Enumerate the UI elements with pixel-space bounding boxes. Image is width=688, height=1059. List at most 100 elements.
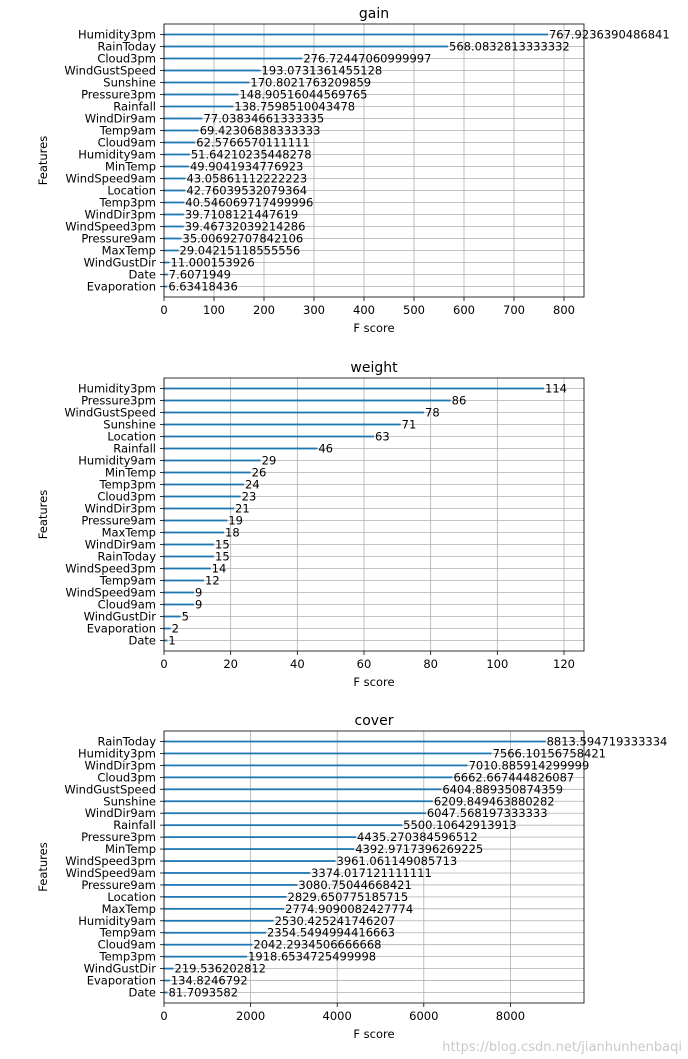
y-tick-label: WindGustSpeed [64, 782, 156, 796]
bar [164, 836, 357, 839]
x-tick-label: 40 [290, 657, 305, 671]
bar [164, 788, 442, 791]
y-tick-label: Humidity3pm [78, 746, 156, 760]
bar [164, 249, 179, 252]
y-tick-label: RainToday [97, 550, 156, 564]
bar [164, 955, 248, 958]
x-tick-label: 4000 [323, 1009, 352, 1023]
data-label: 2 [172, 622, 179, 636]
bar [164, 884, 298, 886]
bar [164, 764, 468, 767]
data-label: 4392.9717396269225 [355, 842, 483, 856]
y-tick-label: Location [107, 430, 156, 444]
y-axis-label: Features [36, 136, 50, 185]
x-tick-label: 600 [453, 303, 475, 317]
x-tick-label: 400 [353, 303, 375, 317]
y-tick-label: Temp9am [99, 926, 156, 940]
y-tick-label: WindGustSpeed [64, 406, 156, 420]
data-label: 12 [205, 574, 220, 588]
y-tick-label: MaxTemp [102, 244, 156, 258]
data-label: 35.00692707842106 [183, 232, 304, 246]
bar [164, 812, 426, 815]
chart-title: cover [355, 713, 394, 729]
y-tick-label: Humidity9am [78, 914, 156, 928]
y-tick-label: Sunshine [103, 418, 156, 432]
bar [164, 895, 287, 898]
y-tick-label: MaxTemp [102, 902, 156, 916]
bar [164, 399, 451, 402]
bar [164, 848, 355, 850]
data-label: 43.05861112222223 [187, 172, 308, 186]
bar [164, 639, 168, 642]
bar [164, 555, 214, 558]
bar [164, 33, 548, 36]
data-label: 9 [195, 598, 202, 612]
y-tick-label: WindDir9am [85, 806, 156, 820]
data-label: 29.04215118555556 [180, 244, 301, 258]
bar [164, 153, 190, 156]
data-label: 193.0731361455128 [262, 64, 383, 78]
data-label: 3080.75044668421 [298, 878, 411, 892]
x-tick-label: 6000 [409, 1009, 438, 1023]
bar [164, 423, 401, 426]
x-tick-label: 100 [486, 657, 508, 671]
y-tick-label: Pressure9am [81, 232, 156, 246]
y-tick-label: WindDir3pm [85, 502, 157, 516]
y-tick-label: Evaporation [87, 974, 156, 988]
bar [164, 177, 186, 180]
y-tick-label: Humidity9am [78, 454, 156, 468]
data-label: 767.9236390486841 [549, 28, 670, 42]
data-label: 2774.9090082427774 [285, 902, 413, 916]
bar [164, 435, 374, 438]
x-tick-label: 200 [253, 303, 275, 317]
y-tick-label: Rainfall [113, 818, 156, 832]
bar [164, 483, 244, 486]
chart-panel-gain: 767.9236390486841 Humidity3pm 568.08328133… [36, 6, 670, 335]
bar [164, 261, 170, 264]
bar [164, 411, 424, 414]
data-label: 134.8246792 [171, 974, 248, 988]
y-tick-label: WindDir9am [85, 538, 156, 552]
data-label: 78 [425, 406, 440, 420]
bar [164, 943, 253, 946]
x-tick-label: 80 [423, 657, 438, 671]
bar [164, 907, 285, 910]
x-tick-label: 8000 [496, 1009, 525, 1023]
bar [164, 105, 234, 108]
y-tick-label: Humidity3pm [78, 28, 156, 42]
chart-title: gain [359, 6, 389, 22]
y-tick-label: Rainfall [113, 100, 156, 114]
bar [164, 627, 171, 630]
data-label: 18 [225, 526, 240, 540]
data-label: 138.7598510043478 [234, 100, 355, 114]
data-label: 219.536202812 [175, 962, 266, 976]
bar [164, 273, 168, 276]
x-axis-label: F score [353, 321, 394, 335]
bar [164, 567, 211, 570]
y-tick-label: Sunshine [103, 76, 156, 90]
bar [164, 979, 170, 982]
y-tick-label: Evaporation [87, 622, 156, 636]
y-tick-label: Date [129, 986, 157, 1000]
bar [164, 603, 194, 606]
data-label: 26 [252, 466, 267, 480]
y-tick-label: Location [107, 184, 156, 198]
y-tick-label: Sunshine [103, 794, 156, 808]
bar [164, 800, 433, 803]
bar [164, 57, 303, 60]
data-label: 2829.650775185715 [288, 890, 409, 904]
bar [164, 967, 174, 970]
y-tick-label: Pressure3pm [81, 88, 156, 102]
data-label: 148.90516044569765 [239, 88, 367, 102]
y-tick-label: MinTemp [105, 466, 156, 480]
bar [164, 459, 261, 462]
chart-title: weight [350, 360, 398, 376]
bar [164, 129, 199, 132]
x-tick-label: 60 [357, 657, 372, 671]
bar [164, 591, 194, 594]
y-tick-label: Pressure3pm [81, 830, 156, 844]
bar [164, 872, 311, 874]
data-label: 24 [245, 478, 260, 492]
data-label: 6047.568197333333 [427, 806, 548, 820]
